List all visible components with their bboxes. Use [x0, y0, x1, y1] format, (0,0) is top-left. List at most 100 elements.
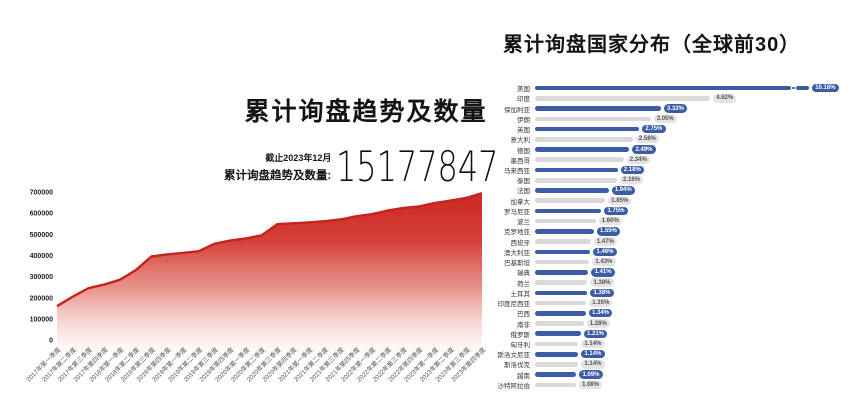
y-axis-tick: 600000 [30, 211, 53, 218]
country-label: 越南 [517, 372, 530, 380]
bar-row: 斯洛伐克 1.14% [488, 359, 852, 369]
country-bar [535, 300, 587, 306]
country-label: 斯洛伐克 [504, 362, 530, 370]
country-bar [535, 341, 579, 347]
value-badge: 1.41% [591, 268, 615, 277]
country-label: 南非 [517, 321, 530, 329]
country-label: 印度 [517, 96, 530, 104]
y-axis-tick: 500000 [30, 232, 53, 239]
bar-row: 罗马尼亚 1.75% [488, 206, 852, 216]
right-chart-title: 累计询盘国家分布（全球前30） [503, 34, 801, 56]
bar-row: 西班牙 1.47% [488, 237, 852, 247]
value-badge: 1.75% [604, 206, 628, 216]
country-bar [535, 280, 588, 285]
value-badge: 1.60% [598, 216, 622, 226]
country-label: 巴基斯坦 [504, 260, 530, 268]
bar-row: 南非 1.28% [488, 318, 852, 329]
total-label: 累计询盘趋势及数量: [224, 169, 332, 182]
country-label: 匈牙利 [510, 341, 531, 349]
value-badge: 3.05% [653, 114, 677, 123]
country-label: 意大利 [510, 137, 531, 145]
value-badge: 1.55% [596, 227, 621, 236]
country-label: 保加利亚 [504, 106, 530, 114]
country-bar [535, 106, 661, 111]
bar-row: 俄罗斯 1.21% [488, 329, 852, 339]
country-label: 沙特阿拉伯 [497, 382, 531, 390]
value-badge: 1.09% [579, 370, 603, 379]
value-badge: 1.38% [590, 288, 614, 297]
total-side: 截止2023年12月 累计询盘趋势及数量: [224, 151, 331, 187]
bar-row: 沙特阿拉伯 1.08% [488, 380, 852, 390]
value-badge: 2.58% [635, 135, 660, 144]
y-axis-tick: 100000 [30, 317, 53, 324]
bar-row: 印度 4.62% [488, 93, 852, 103]
total-block: 截止2023年12月 累计询盘趋势及数量: 15177847 [224, 142, 550, 191]
country-bar [535, 310, 586, 316]
value-badge: 1.46% [593, 247, 617, 257]
left-chart-title: 累计询盘趋势及数量 [244, 98, 488, 126]
y-axis-tick: 700000 [30, 190, 53, 197]
country-label: 瑞典 [517, 270, 530, 278]
country-label: 德国 [517, 147, 530, 155]
y-axis-tick: 0 [49, 338, 53, 345]
country-bar [535, 331, 581, 337]
country-bar [535, 218, 596, 224]
country-label: 土耳其 [510, 290, 531, 298]
country-label: 克罗地亚 [504, 229, 530, 237]
bar-row: 美国 10.18% [488, 83, 852, 93]
value-badge: 1.21% [583, 329, 608, 338]
bar-row: 加拿大 1.85% [488, 196, 852, 206]
area-fill [57, 193, 482, 352]
country-bar [535, 362, 579, 367]
country-bar [535, 259, 590, 265]
bar-chart: 美国 10.18% 印度 4.62% 保加利亚 3.32% 伊朗 3.05% 英国 2.75% 意大… [488, 83, 852, 390]
country-bar [535, 198, 606, 203]
value-badge: 2.75% [642, 124, 666, 134]
country-bar [535, 136, 633, 142]
bar-row: 泰国 2.16% [488, 175, 852, 185]
value-badge: 4.62% [713, 94, 737, 103]
value-badge: 2.18% [620, 165, 644, 175]
bar-row: 德国 2.49% [488, 144, 852, 155]
bar-row: 越南 1.09% [488, 370, 852, 380]
y-axis-tick: 300000 [30, 274, 53, 281]
country-bar [535, 126, 640, 132]
country-label: 荷兰 [517, 280, 530, 288]
country-bar [535, 177, 617, 183]
country-label: 巴西 [517, 311, 530, 319]
country-label: 加拿大 [510, 198, 531, 206]
y-axis-tick: 200000 [30, 295, 53, 302]
country-bar [535, 188, 609, 193]
value-badge: 1.47% [593, 237, 618, 246]
country-bar [535, 270, 589, 275]
country-bar-stub [796, 85, 809, 91]
value-badge: 1.38% [590, 278, 614, 287]
value-badge: 2.16% [619, 176, 644, 185]
country-bar [535, 157, 624, 163]
value-badge: 2.49% [632, 145, 656, 154]
bar-row: 澳大利亚 1.46% [488, 247, 852, 257]
country-bar [535, 208, 602, 214]
value-badge: 1.14% [581, 350, 605, 359]
bar-row: 法国 1.94% [488, 185, 852, 195]
value-badge: 1.08% [578, 380, 603, 390]
value-badge: 3.32% [663, 104, 688, 113]
bar-row: 土耳其 1.38% [488, 288, 852, 298]
value-badge: 1.94% [611, 186, 635, 195]
bar-row: 斯洛文尼亚 1.14% [488, 349, 852, 359]
bar-row: 荷兰 1.38% [488, 277, 852, 288]
country-label: 伊朗 [517, 116, 530, 124]
country-label: 西班牙 [510, 239, 531, 247]
area-line [56, 191, 483, 308]
country-bar [535, 290, 588, 296]
value-badge: 10.18% [812, 83, 839, 93]
country-label: 英国 [517, 127, 530, 135]
country-label: 法国 [517, 188, 530, 196]
total-value: 15177847 [336, 142, 499, 191]
country-bar [535, 96, 710, 101]
as-of-date: 截止2023年12月 [265, 152, 332, 163]
bar-row: 克罗地亚 1.55% [488, 226, 852, 236]
country-label: 罗马尼亚 [504, 208, 530, 216]
area-chart: 0 100000 200000 300000 400000 500000 600000 700… [24, 190, 488, 384]
